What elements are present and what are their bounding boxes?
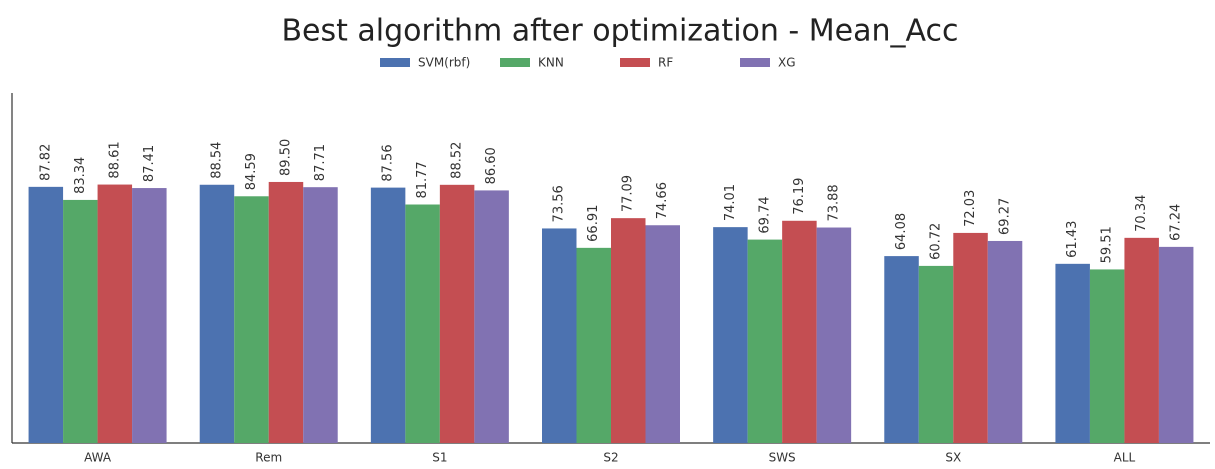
legend-label: XG xyxy=(778,56,796,70)
x-tick-label: SX xyxy=(945,451,961,465)
value-label: 87.71 xyxy=(313,144,328,181)
bar xyxy=(97,184,133,443)
bar xyxy=(1089,269,1125,443)
x-tick-label: Rem xyxy=(255,451,282,465)
bar xyxy=(1055,263,1090,443)
bar xyxy=(1124,237,1159,443)
bar xyxy=(370,187,406,443)
bar xyxy=(953,232,988,443)
bar xyxy=(474,190,509,443)
bar xyxy=(918,265,954,443)
value-label: 83.34 xyxy=(73,157,88,194)
chart-title: Best algorithm after optimization - Mean… xyxy=(281,14,958,49)
bar xyxy=(1158,246,1194,443)
bar xyxy=(576,247,611,443)
legend-swatch xyxy=(740,58,770,67)
value-label: 87.56 xyxy=(381,144,396,181)
legend-label: RF xyxy=(658,56,673,70)
bar xyxy=(713,227,748,443)
bar xyxy=(28,186,64,443)
bar xyxy=(405,204,440,443)
legend-label: SVM(rbf) xyxy=(418,56,470,70)
legend-swatch xyxy=(380,58,410,67)
bar xyxy=(199,184,235,443)
bar xyxy=(63,199,98,443)
x-tick-label: SWS xyxy=(769,451,796,465)
bar xyxy=(884,256,919,443)
bar xyxy=(234,196,269,443)
value-label: 87.41 xyxy=(142,145,157,182)
value-label: 84.59 xyxy=(244,153,259,190)
bar xyxy=(268,181,304,444)
bar xyxy=(747,239,783,443)
value-label: 74.66 xyxy=(655,182,670,219)
bar xyxy=(816,227,852,443)
value-label: 66.91 xyxy=(586,205,601,242)
value-label: 74.01 xyxy=(723,184,738,221)
bar xyxy=(303,187,338,443)
value-label: 72.03 xyxy=(963,190,978,227)
bar xyxy=(611,218,646,443)
legend-swatch xyxy=(620,58,650,67)
value-label: 64.08 xyxy=(894,213,909,250)
x-tick-label: S2 xyxy=(603,451,618,465)
legend-label: KNN xyxy=(538,56,564,70)
bar xyxy=(132,188,167,443)
x-tick-label: AWA xyxy=(84,451,112,465)
legend-swatch xyxy=(500,58,530,67)
bar xyxy=(542,228,577,443)
value-label: 69.27 xyxy=(998,198,1013,235)
value-label: 73.56 xyxy=(552,185,567,222)
value-label: 87.82 xyxy=(38,144,53,181)
value-label: 61.43 xyxy=(1065,221,1080,258)
value-label: 88.54 xyxy=(209,142,224,179)
value-label: 77.09 xyxy=(621,175,636,212)
bar xyxy=(439,184,475,444)
value-label: 59.51 xyxy=(1100,226,1115,263)
value-label: 88.61 xyxy=(107,141,122,178)
value-label: 81.77 xyxy=(415,161,430,198)
value-label: 70.34 xyxy=(1134,195,1149,232)
bar xyxy=(645,225,680,443)
x-tick-label: S1 xyxy=(432,451,447,465)
x-tick-label: ALL xyxy=(1114,451,1136,465)
value-label: 89.50 xyxy=(278,139,293,176)
value-label: 67.24 xyxy=(1169,204,1184,241)
bar xyxy=(782,220,817,443)
bar xyxy=(987,240,1023,443)
value-label: 76.19 xyxy=(792,178,807,215)
value-label: 69.74 xyxy=(757,196,772,233)
value-label: 86.60 xyxy=(484,147,499,184)
value-label: 73.88 xyxy=(826,184,841,221)
value-label: 60.72 xyxy=(929,223,944,260)
value-label: 88.52 xyxy=(450,142,465,179)
